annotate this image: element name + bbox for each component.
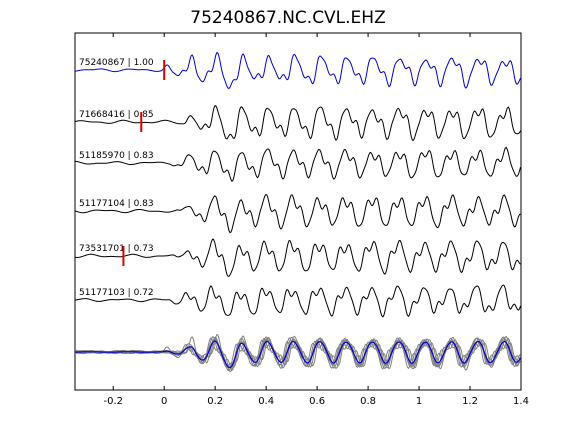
x-tick-label-0: -0.2 bbox=[103, 396, 123, 407]
x-tick-label-7: 1.2 bbox=[462, 396, 478, 407]
traces bbox=[74, 52, 521, 318]
trace-label-4: 73531701 | 0.73 bbox=[79, 244, 154, 254]
x-tick-label-2: 0.2 bbox=[207, 396, 223, 407]
trace-labels: 75240867 | 1.00 71668416 | 0.85 51185970 |… bbox=[79, 58, 154, 298]
x-axis: -0.2 0 0.2 0.4 0.6 0.8 1 1.2 1.4 bbox=[103, 33, 529, 407]
x-tick-label-1: 0 bbox=[161, 396, 167, 407]
trace-label-1: 71668416 | 0.85 bbox=[79, 110, 154, 120]
trace-label-2: 51185970 | 0.83 bbox=[79, 151, 154, 161]
chart-title: 75240867.NC.CVL.EHZ bbox=[190, 8, 385, 28]
trace-label-3: 51177104 | 0.83 bbox=[79, 199, 154, 209]
x-tick-label-5: 0.8 bbox=[360, 396, 376, 407]
plot-frame bbox=[74, 32, 522, 391]
x-tick-label-8: 1.4 bbox=[513, 396, 529, 407]
x-tick-label-3: 0.4 bbox=[258, 396, 274, 407]
trace-2 bbox=[75, 146, 521, 183]
trace-4 bbox=[74, 238, 521, 277]
trace-label-0: 75240867 | 1.00 bbox=[79, 58, 154, 68]
trace-0 bbox=[74, 52, 521, 90]
stacked-overlay bbox=[74, 334, 522, 373]
stack-trace bbox=[75, 340, 522, 369]
trace-label-5: 51177103 | 0.72 bbox=[79, 288, 154, 298]
trace-3 bbox=[74, 194, 521, 234]
x-tick-label-6: 1 bbox=[416, 396, 422, 407]
overlay-trace-4 bbox=[74, 336, 521, 371]
trace-1 bbox=[74, 104, 521, 142]
pick-markers bbox=[122, 60, 166, 266]
x-tick-label-4: 0.6 bbox=[309, 396, 325, 407]
trace-5 bbox=[74, 284, 521, 318]
